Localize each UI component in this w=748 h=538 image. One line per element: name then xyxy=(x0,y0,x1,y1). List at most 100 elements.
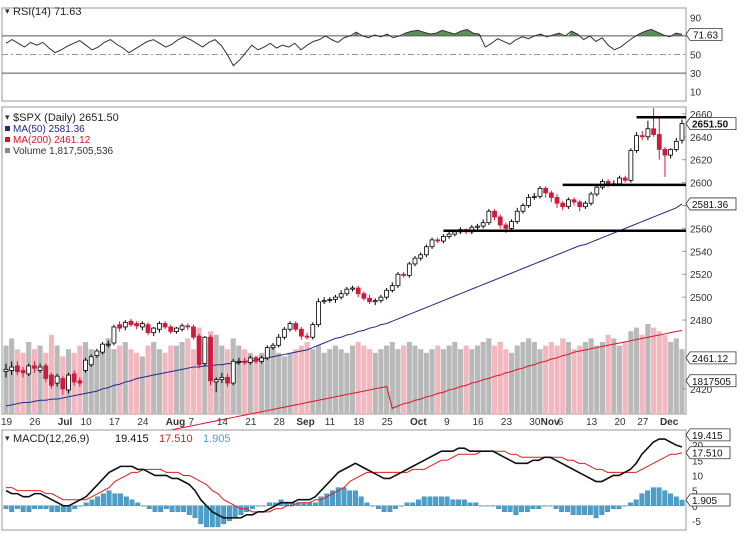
macd-tick-label: 15 xyxy=(692,456,704,467)
macd-histogram-bar xyxy=(519,505,525,512)
volume-bar xyxy=(554,345,560,414)
candle-body xyxy=(378,296,384,301)
volume-bar xyxy=(304,342,310,414)
volume-bar xyxy=(526,338,532,414)
volume-bar xyxy=(338,349,344,414)
macd-histogram-bar xyxy=(55,505,61,512)
x-axis-label: 28 xyxy=(274,417,286,428)
volume-bar xyxy=(105,338,111,414)
x-axis-label: 30 xyxy=(529,417,541,428)
candle-body xyxy=(100,343,105,353)
volume-bar xyxy=(537,349,543,414)
macd-histogram-bar xyxy=(387,505,393,512)
volume-bar xyxy=(435,345,441,414)
x-axis-label: 17 xyxy=(109,417,121,428)
rsi-tick-label: 30 xyxy=(690,69,702,80)
candle-body xyxy=(628,150,634,181)
macd-histogram-bar xyxy=(158,505,164,512)
candle-body xyxy=(83,359,88,371)
volume-bar xyxy=(486,338,492,414)
volume-bar xyxy=(543,345,549,414)
candle-body xyxy=(145,324,151,334)
macd-histogram-bar xyxy=(335,487,341,506)
candle-body xyxy=(179,325,185,330)
candle-body xyxy=(639,135,645,138)
candle-body xyxy=(293,323,299,330)
volume-bar xyxy=(423,352,429,414)
macd-histogram-bar xyxy=(347,490,353,506)
x-axis-label: 14 xyxy=(217,417,229,428)
candle-body xyxy=(492,210,497,218)
candle-body xyxy=(105,343,111,346)
volume-last-label: 1817505 xyxy=(692,377,731,388)
macd-histogram-bar xyxy=(169,505,175,512)
volume-bar xyxy=(100,345,106,414)
candle-body xyxy=(617,177,622,185)
volume-bar xyxy=(134,352,140,414)
price-tick-label: 2620 xyxy=(690,156,713,167)
rsi-last-tag xyxy=(685,27,723,41)
volume-bar xyxy=(276,352,282,414)
candle-body xyxy=(475,225,480,228)
volume-bar xyxy=(168,345,174,414)
candle-body xyxy=(588,193,594,204)
volume-bar xyxy=(406,342,412,414)
macd-histogram-bar xyxy=(662,490,668,506)
volume-bar xyxy=(514,345,520,414)
volume-bar xyxy=(9,338,15,414)
macd-histogram-bar xyxy=(324,493,330,506)
macd-last-tag xyxy=(685,428,731,442)
volume-bar xyxy=(571,349,577,414)
candle-body xyxy=(435,239,441,242)
candle-body xyxy=(662,148,668,156)
rsi-tick-label: 90 xyxy=(690,13,702,24)
candle-body xyxy=(526,197,532,206)
macd-signal-line xyxy=(6,450,683,513)
volume-bar xyxy=(412,345,418,414)
candle-body xyxy=(543,187,549,194)
macd-histogram-bar xyxy=(209,505,215,528)
macd-histogram-bar xyxy=(72,505,78,509)
macd-histogram-bar xyxy=(341,487,347,506)
volume-bar xyxy=(213,334,219,414)
candle-body xyxy=(441,236,446,242)
macd-histogram-bar xyxy=(129,499,135,506)
candle-body xyxy=(71,373,77,383)
macd-histogram-bar xyxy=(444,496,450,506)
macd-histogram-bar xyxy=(135,502,141,506)
candle-body xyxy=(134,323,140,327)
macd-histogram-bar xyxy=(37,505,43,509)
macd-histogram-bar xyxy=(650,487,656,506)
ma50-legend: MA(50) 2581.36 xyxy=(13,124,85,135)
macd-histogram-bar xyxy=(427,496,433,506)
macd-hist-last-label: 1.905 xyxy=(692,496,717,507)
x-axis-label: Nov xyxy=(541,417,560,428)
candle-body xyxy=(548,192,554,198)
x-axis-label: Dec xyxy=(660,417,679,428)
volume-swatch xyxy=(5,148,10,153)
macd-histogram-bar xyxy=(249,505,255,509)
macd-histogram-bar xyxy=(461,499,467,506)
macd-histogram-bar xyxy=(393,505,399,509)
macd-histogram-bar xyxy=(49,505,55,512)
candle-body xyxy=(196,335,202,366)
x-axis-label: 10 xyxy=(81,417,93,428)
volume-bar xyxy=(310,349,316,414)
x-axis-label: 27 xyxy=(637,417,649,428)
volume-bar xyxy=(463,345,469,414)
macd-histogram-bar xyxy=(43,505,49,509)
macd-histogram-bar xyxy=(32,505,38,509)
macd-histogram-bar xyxy=(370,505,376,507)
macd-signal-last-tag xyxy=(685,446,731,460)
volume-bar xyxy=(179,342,185,414)
volume-bar xyxy=(264,349,270,414)
volume-bar xyxy=(560,338,566,414)
macd-histogram-bar xyxy=(78,505,83,507)
candle-body xyxy=(247,357,253,363)
volume-last-tag xyxy=(685,374,737,388)
volume-bar xyxy=(88,349,94,414)
candle-body xyxy=(54,375,60,384)
macd-histogram-bar xyxy=(627,502,633,506)
volume-bar xyxy=(43,352,49,414)
